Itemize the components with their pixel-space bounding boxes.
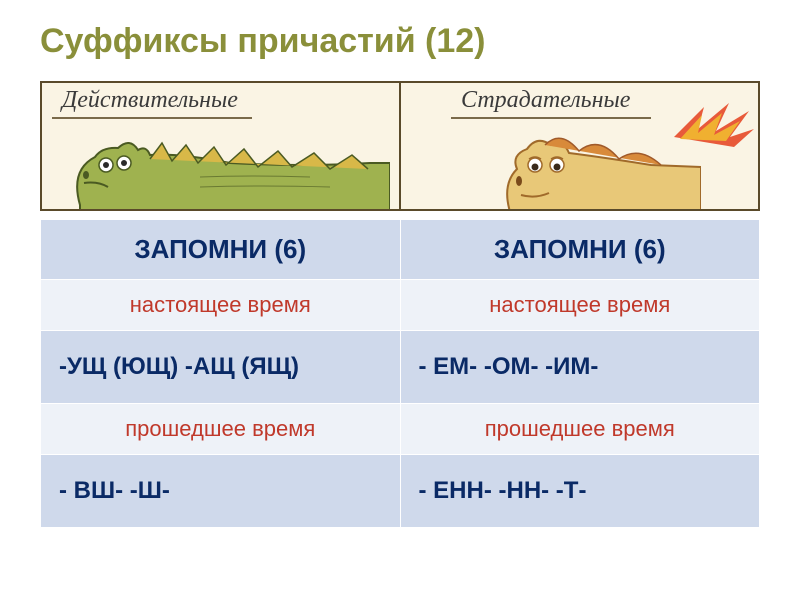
present-label-left: настоящее время [41, 280, 401, 331]
horse-icon [471, 115, 701, 209]
illustration-left: Действительные [42, 83, 401, 209]
past-label-left: прошедшее время [41, 404, 401, 455]
illustration-row: Действительные Страдательные [40, 81, 760, 211]
present-suffix-right: - ЕМ- -ОМ- -ИМ- [400, 331, 760, 404]
table-header-row: ЗАПОМНИ (6) ЗАПОМНИ (6) [41, 220, 760, 280]
header-right: ЗАПОМНИ (6) [400, 220, 760, 280]
dragon-icon [50, 115, 390, 209]
illustration-right: Страдательные [401, 83, 758, 209]
present-label-row: настоящее время настоящее время [41, 280, 760, 331]
past-label-row: прошедшее время прошедшее время [41, 404, 760, 455]
header-left: ЗАПОМНИ (6) [41, 220, 401, 280]
past-suffix-right: - ЕНН- -НН- -Т- [400, 455, 760, 528]
present-label-right: настоящее время [400, 280, 760, 331]
past-suffix-row: - ВШ- -Ш- - ЕНН- -НН- -Т- [41, 455, 760, 528]
fire-hair-icon [674, 97, 754, 157]
past-suffix-left: - ВШ- -Ш- [41, 455, 401, 528]
present-suffix-row: -УЩ (ЮЩ) -АЩ (ЯЩ) - ЕМ- -ОМ- -ИМ- [41, 331, 760, 404]
suffix-table: ЗАПОМНИ (6) ЗАПОМНИ (6) настоящее время … [40, 219, 760, 528]
right-category-label: Страдательные [461, 87, 630, 114]
present-suffix-left: -УЩ (ЮЩ) -АЩ (ЯЩ) [41, 331, 401, 404]
past-label-right: прошедшее время [400, 404, 760, 455]
left-category-label: Действительные [62, 87, 238, 114]
slide: Суффиксы причастий (12) Действительные С… [0, 0, 800, 600]
slide-title: Суффиксы причастий (12) [0, 0, 800, 75]
